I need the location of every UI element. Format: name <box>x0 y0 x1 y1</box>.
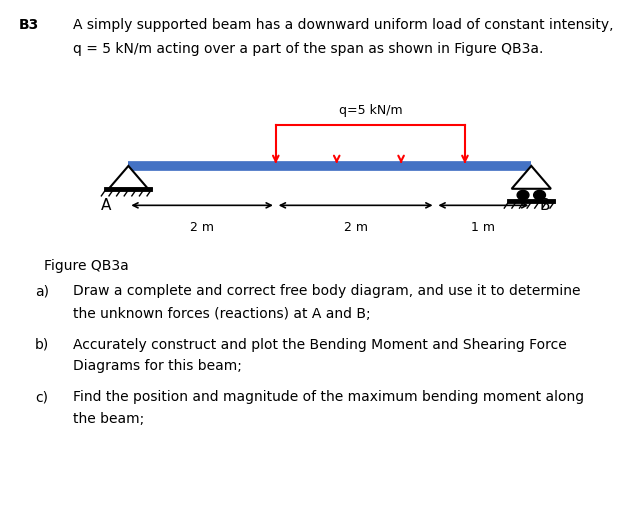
Text: the beam;: the beam; <box>73 412 144 426</box>
Text: the unknown forces (reactions) at A and B;: the unknown forces (reactions) at A and … <box>73 307 370 321</box>
Polygon shape <box>512 166 551 189</box>
Text: A simply supported beam has a downward uniform load of constant intensity,: A simply supported beam has a downward u… <box>73 18 614 32</box>
Text: Draw a complete and correct free body diagram, and use it to determine: Draw a complete and correct free body di… <box>73 284 580 298</box>
Text: A: A <box>101 198 112 213</box>
Circle shape <box>517 190 529 200</box>
Text: Find the position and magnitude of the maximum bending moment along: Find the position and magnitude of the m… <box>73 390 584 404</box>
Text: c): c) <box>35 390 48 404</box>
Polygon shape <box>109 166 148 189</box>
Text: Figure QB3a: Figure QB3a <box>44 259 129 272</box>
Text: Accurately construct and plot the Bending Moment and Shearing Force: Accurately construct and plot the Bendin… <box>73 338 567 352</box>
Text: b): b) <box>35 338 49 352</box>
Text: 2 m: 2 m <box>190 221 214 234</box>
Text: Diagrams for this beam;: Diagrams for this beam; <box>73 359 242 373</box>
Circle shape <box>534 190 545 200</box>
Text: a): a) <box>35 284 49 298</box>
Text: B: B <box>540 198 550 213</box>
Text: 2 m: 2 m <box>344 221 368 234</box>
Text: q = 5 kN/m acting over a part of the span as shown in Figure QB3a.: q = 5 kN/m acting over a part of the spa… <box>73 42 543 56</box>
Text: B3: B3 <box>19 18 39 32</box>
Text: q=5 kN/m: q=5 kN/m <box>339 103 402 117</box>
Text: 1 m: 1 m <box>472 221 495 234</box>
